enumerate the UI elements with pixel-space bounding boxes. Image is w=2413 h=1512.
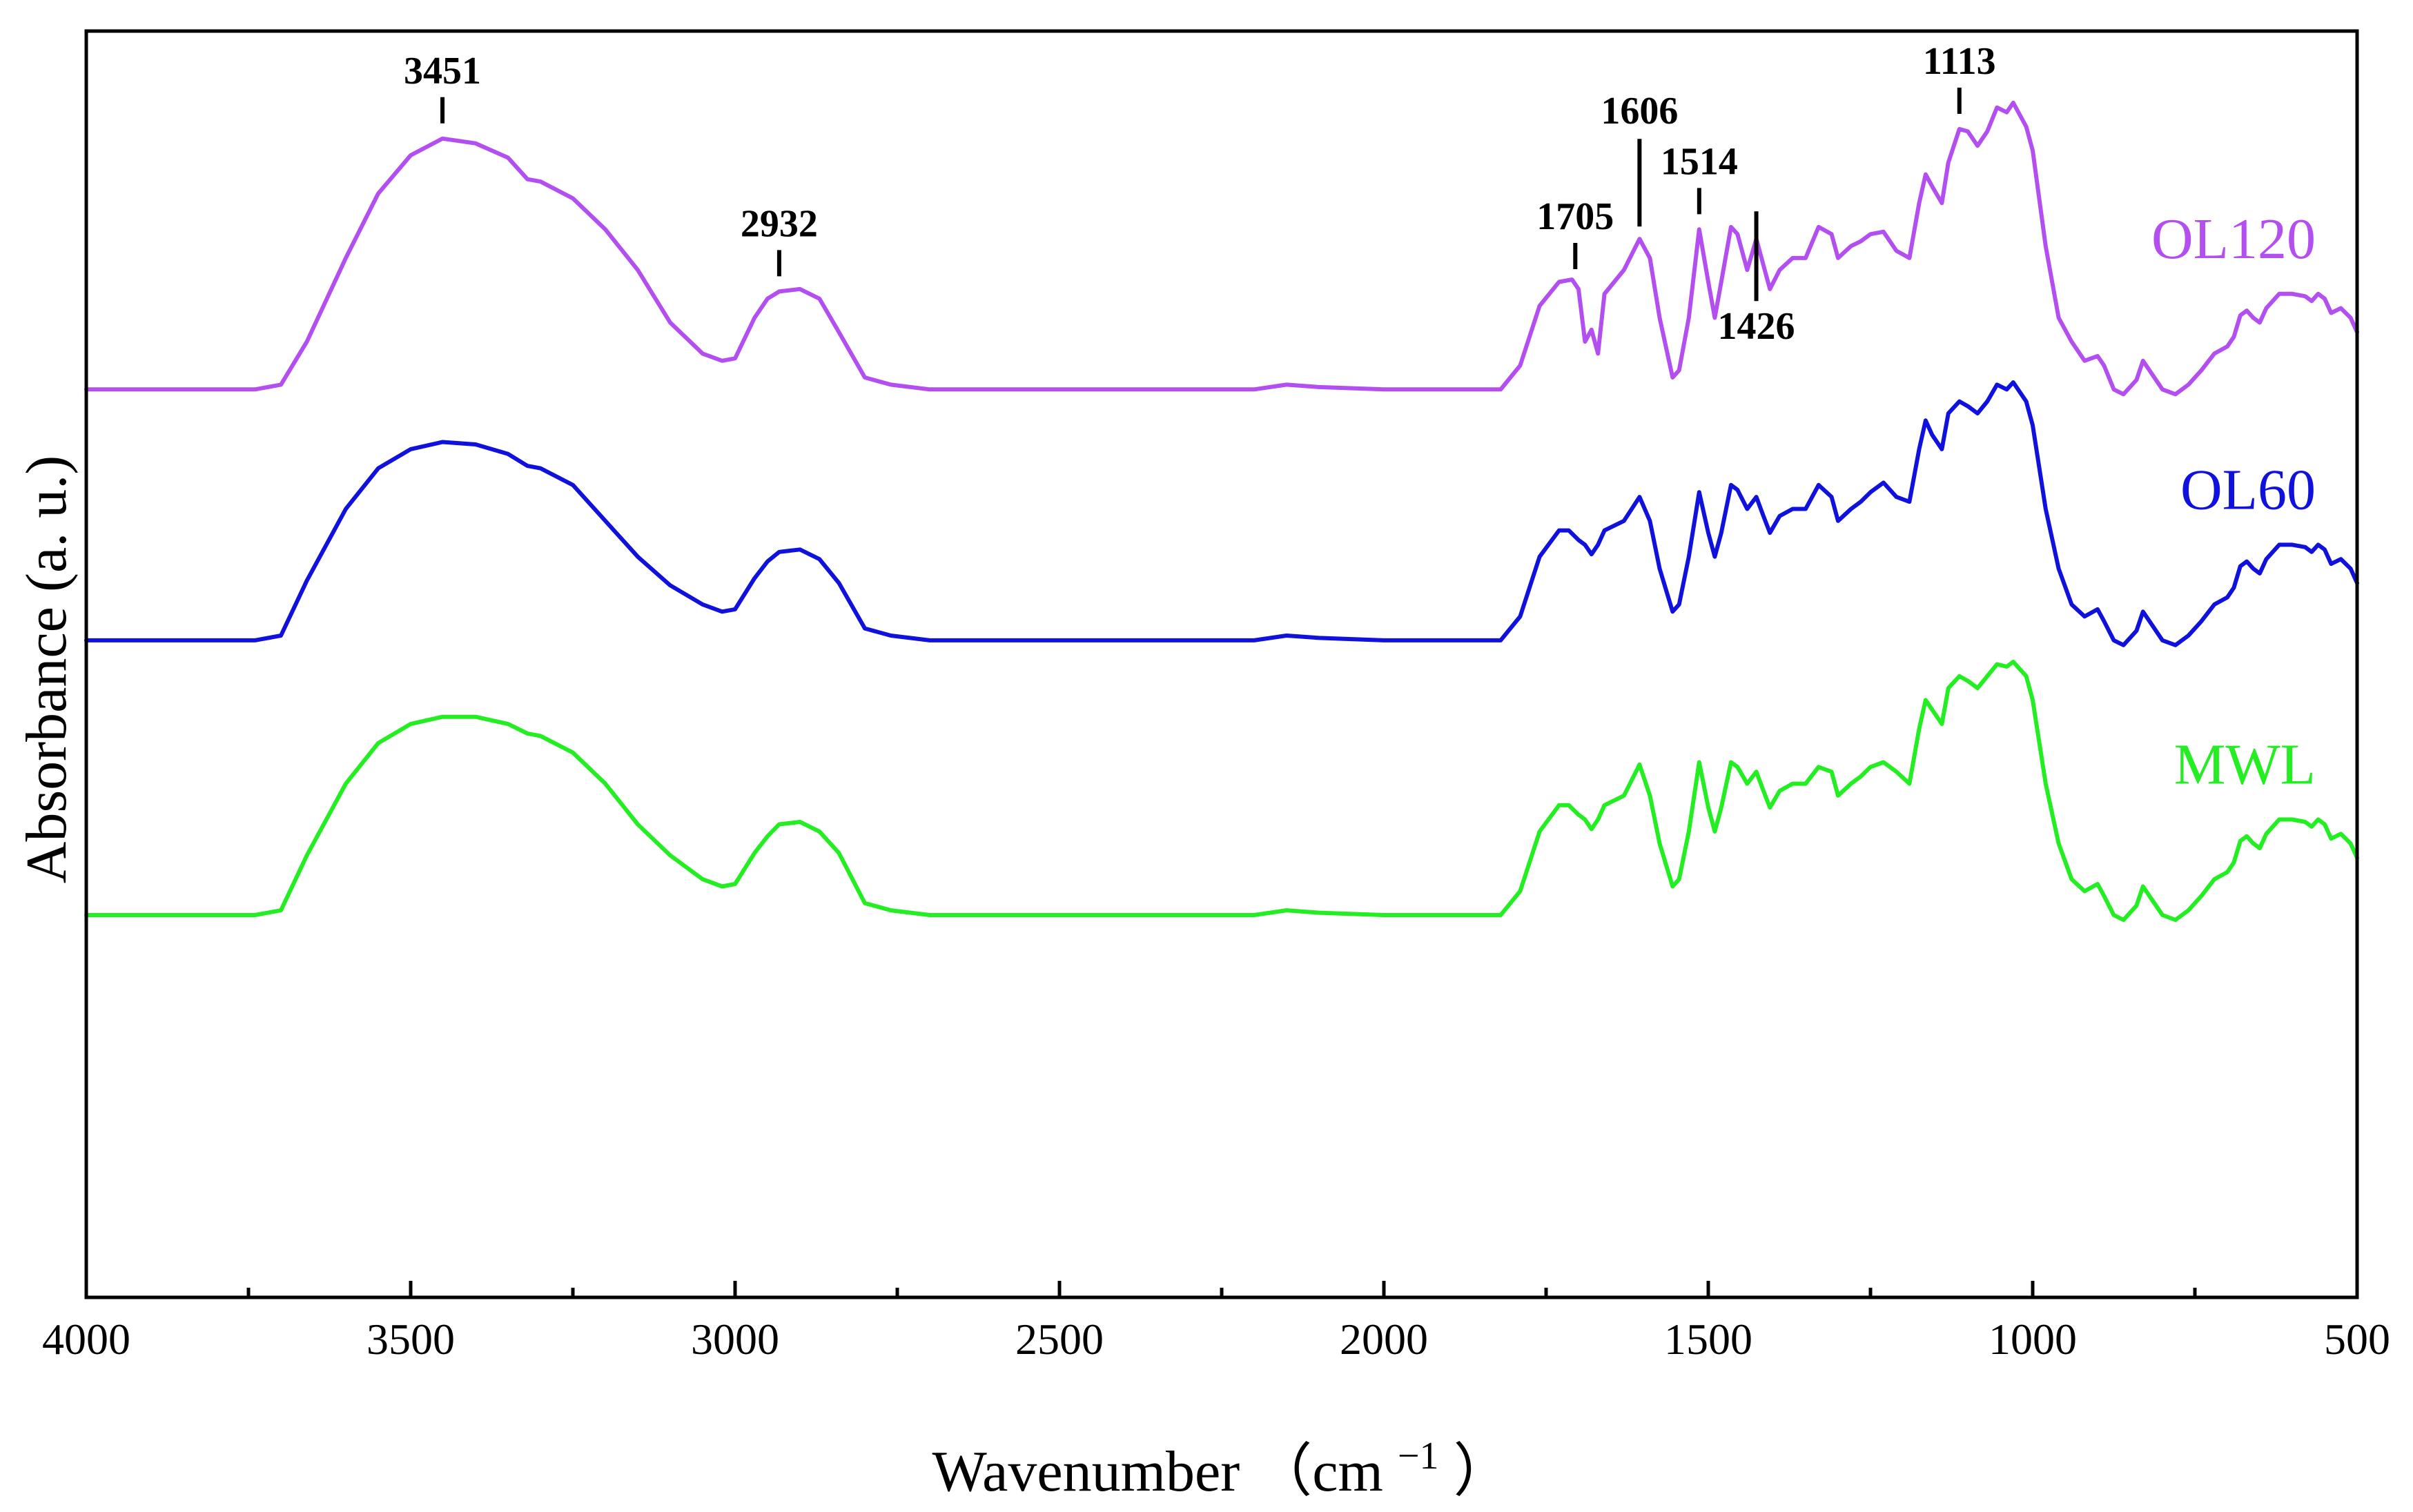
peak-label-1426: 1426 [1718, 305, 1795, 348]
x-tick-label-2500: 2500 [1015, 1315, 1104, 1364]
peak-label-1514: 1514 [1661, 140, 1738, 183]
x-axis-title: Wavenumber （cm −1 ） [932, 1417, 1512, 1504]
x-axis-title-text: Wavenumber [932, 1440, 1240, 1504]
series-labels: OL120 OL60 MWL [2151, 207, 2316, 797]
series-line-ol60 [84, 380, 2359, 647]
series-label-ol60: OL60 [2180, 458, 2316, 522]
x-tick-label-500: 500 [2324, 1315, 2390, 1364]
peak-label-3451: 3451 [404, 50, 481, 92]
x-tick-label-1500: 1500 [1664, 1315, 1752, 1364]
series-label-mwl: MWL [2174, 733, 2316, 797]
x-tick-label-2000: 2000 [1340, 1315, 1428, 1364]
peak-label-1113: 1113 [1923, 40, 1996, 83]
series-line-mwl [84, 660, 2359, 922]
peak-label-1606: 1606 [1601, 90, 1678, 132]
series-label-ol120: OL120 [2151, 207, 2316, 271]
x-axis-title-unit-end: ） [1453, 1440, 1511, 1504]
x-tick-label-4000: 4000 [42, 1315, 130, 1364]
peak-annotations: 3451 2932 1705 1606 1514 1426 1113 [404, 40, 1996, 348]
x-axis-title-unit: （cm [1254, 1440, 1383, 1504]
peak-label-2932: 2932 [741, 202, 818, 245]
x-tick-label-1000: 1000 [1989, 1315, 2077, 1364]
series-layer [84, 100, 2359, 922]
x-axis-ticks: 4000 3500 3000 2500 2000 1500 1000 500 [42, 1281, 2390, 1364]
x-tick-label-3500: 3500 [367, 1315, 455, 1364]
x-axis-title-sup: −1 [1398, 1435, 1439, 1477]
peak-label-1705: 1705 [1536, 195, 1614, 238]
y-axis-title: Absorbance (a. u.) [14, 455, 79, 883]
series-line-ol120 [84, 100, 2359, 397]
x-tick-label-3000: 3000 [691, 1315, 779, 1364]
